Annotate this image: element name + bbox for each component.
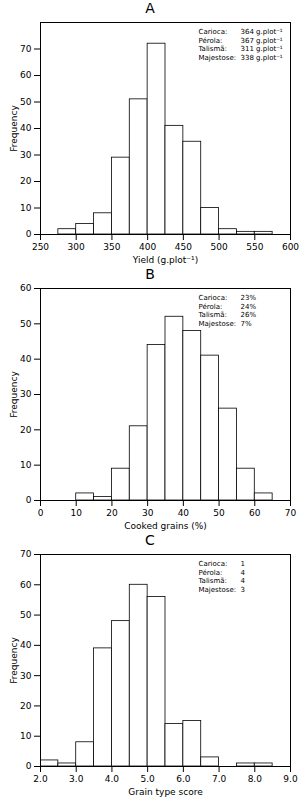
svg-text:20: 20: [20, 701, 32, 711]
svg-text:0: 0: [26, 761, 32, 771]
svg-text:10: 10: [70, 508, 82, 518]
svg-text:Yield (g.plot⁻¹): Yield (g.plot⁻¹): [132, 255, 199, 265]
svg-text:9.0: 9.0: [283, 774, 298, 784]
svg-text:70: 70: [20, 44, 32, 54]
svg-text:6.0: 6.0: [176, 774, 191, 784]
svg-text:20: 20: [20, 425, 32, 435]
svg-text:0: 0: [38, 508, 44, 518]
svg-text:Frequency: Frequency: [9, 637, 19, 684]
svg-text:60: 60: [20, 283, 32, 293]
svg-text:550: 550: [246, 242, 263, 252]
svg-text:20: 20: [20, 176, 32, 186]
svg-text:20: 20: [106, 508, 118, 518]
svg-text:Grain type score: Grain type score: [128, 787, 203, 797]
svg-text:23%24%26%7%: 23%24%26%7%: [241, 294, 257, 327]
svg-text:40: 40: [20, 123, 32, 133]
svg-text:Cooked grains (%): Cooked grains (%): [124, 521, 207, 531]
svg-text:2.0: 2.0: [33, 774, 48, 784]
svg-text:30: 30: [20, 150, 32, 160]
svg-text:250: 250: [32, 242, 49, 252]
svg-text:10: 10: [20, 460, 32, 470]
svg-text:50: 50: [20, 97, 32, 107]
svg-text:10: 10: [20, 731, 32, 741]
html-text:C: C: [145, 532, 155, 548]
svg-text:500: 500: [210, 242, 227, 252]
html-text:B: B: [145, 266, 155, 282]
svg-text:400: 400: [139, 242, 156, 252]
svg-text:60: 60: [249, 508, 261, 518]
svg-text:70: 70: [20, 549, 32, 559]
svg-text:Frequency: Frequency: [9, 371, 19, 418]
svg-text:30: 30: [20, 671, 32, 681]
svg-text:300: 300: [68, 242, 85, 252]
svg-text:4.0: 4.0: [105, 774, 120, 784]
svg-text:Carioca:Pérola:Talismã:Majesto: Carioca:Pérola:Talismã:Majestose:: [198, 560, 237, 593]
svg-text:30: 30: [142, 508, 154, 518]
svg-text:40: 40: [20, 354, 32, 364]
svg-text:8.0: 8.0: [248, 774, 263, 784]
svg-text:364 g.plot⁻¹367 g.plot⁻¹311 g.: 364 g.plot⁻¹367 g.plot⁻¹311 g.plot⁻¹338 …: [241, 28, 283, 61]
svg-text:5.0: 5.0: [140, 774, 155, 784]
svg-text:30: 30: [20, 389, 32, 399]
svg-text:Carioca:Pérola:Talismã:Majesto: Carioca:Pérola:Talismã:Majestose:: [198, 294, 237, 327]
svg-text:10: 10: [20, 203, 32, 213]
svg-text:40: 40: [20, 640, 32, 650]
svg-text:60: 60: [20, 70, 32, 80]
svg-text:50: 50: [213, 508, 225, 518]
svg-text:Frequency: Frequency: [9, 105, 19, 152]
svg-text:600: 600: [282, 242, 299, 252]
svg-text:3.0: 3.0: [69, 774, 84, 784]
svg-text:50: 50: [20, 319, 32, 329]
html-text:A: A: [145, 0, 155, 16]
svg-text:0: 0: [26, 229, 32, 239]
svg-text:Carioca:Pérola:Talismã:Majesto: Carioca:Pérola:Talismã:Majestose:: [198, 28, 237, 61]
svg-text:0: 0: [26, 495, 32, 505]
svg-text:450: 450: [175, 242, 192, 252]
svg-text:40: 40: [178, 508, 190, 518]
svg-text:70: 70: [285, 508, 297, 518]
svg-text:50: 50: [20, 610, 32, 620]
svg-text:7.0: 7.0: [212, 774, 227, 784]
svg-text:350: 350: [103, 242, 120, 252]
svg-text:60: 60: [20, 580, 32, 590]
svg-text:1443: 1443: [241, 560, 246, 593]
